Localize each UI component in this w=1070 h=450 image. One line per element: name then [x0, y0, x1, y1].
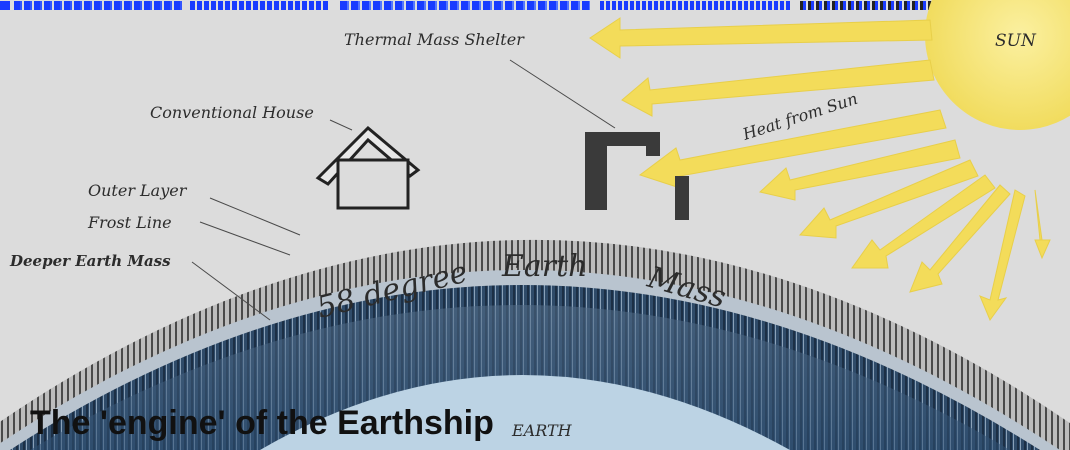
- outer-layer-label: Outer Layer: [88, 181, 188, 200]
- earth-mass-label-2: Earth: [501, 249, 588, 284]
- sun-disc: [925, 0, 1070, 130]
- conventional-house: [315, 125, 421, 210]
- sun-rays: [589, 17, 1051, 322]
- frost-line-label: Frost Line: [87, 213, 172, 232]
- thermal-mass-shelter: [585, 132, 689, 220]
- earth-core-label: EARTH: [511, 421, 573, 440]
- thermal-mass-shelter-label: Thermal Mass Shelter: [344, 30, 525, 49]
- earth-core: [260, 375, 790, 450]
- caption: The 'engine' of the Earthship: [30, 404, 494, 442]
- leader-lines: [191, 59, 616, 321]
- conventional-house-label: Conventional House: [150, 103, 314, 122]
- deeper-earth-mass-label: Deeper Earth Mass: [9, 252, 171, 270]
- sun-label: SUN: [995, 31, 1037, 51]
